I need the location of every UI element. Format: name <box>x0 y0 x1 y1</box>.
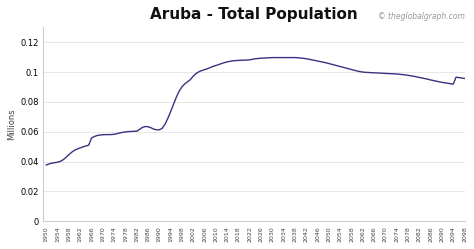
Text: © theglobalgraph.com: © theglobalgraph.com <box>378 12 465 21</box>
Y-axis label: Millions: Millions <box>7 109 16 140</box>
Title: Aruba - Total Population: Aruba - Total Population <box>150 7 358 22</box>
